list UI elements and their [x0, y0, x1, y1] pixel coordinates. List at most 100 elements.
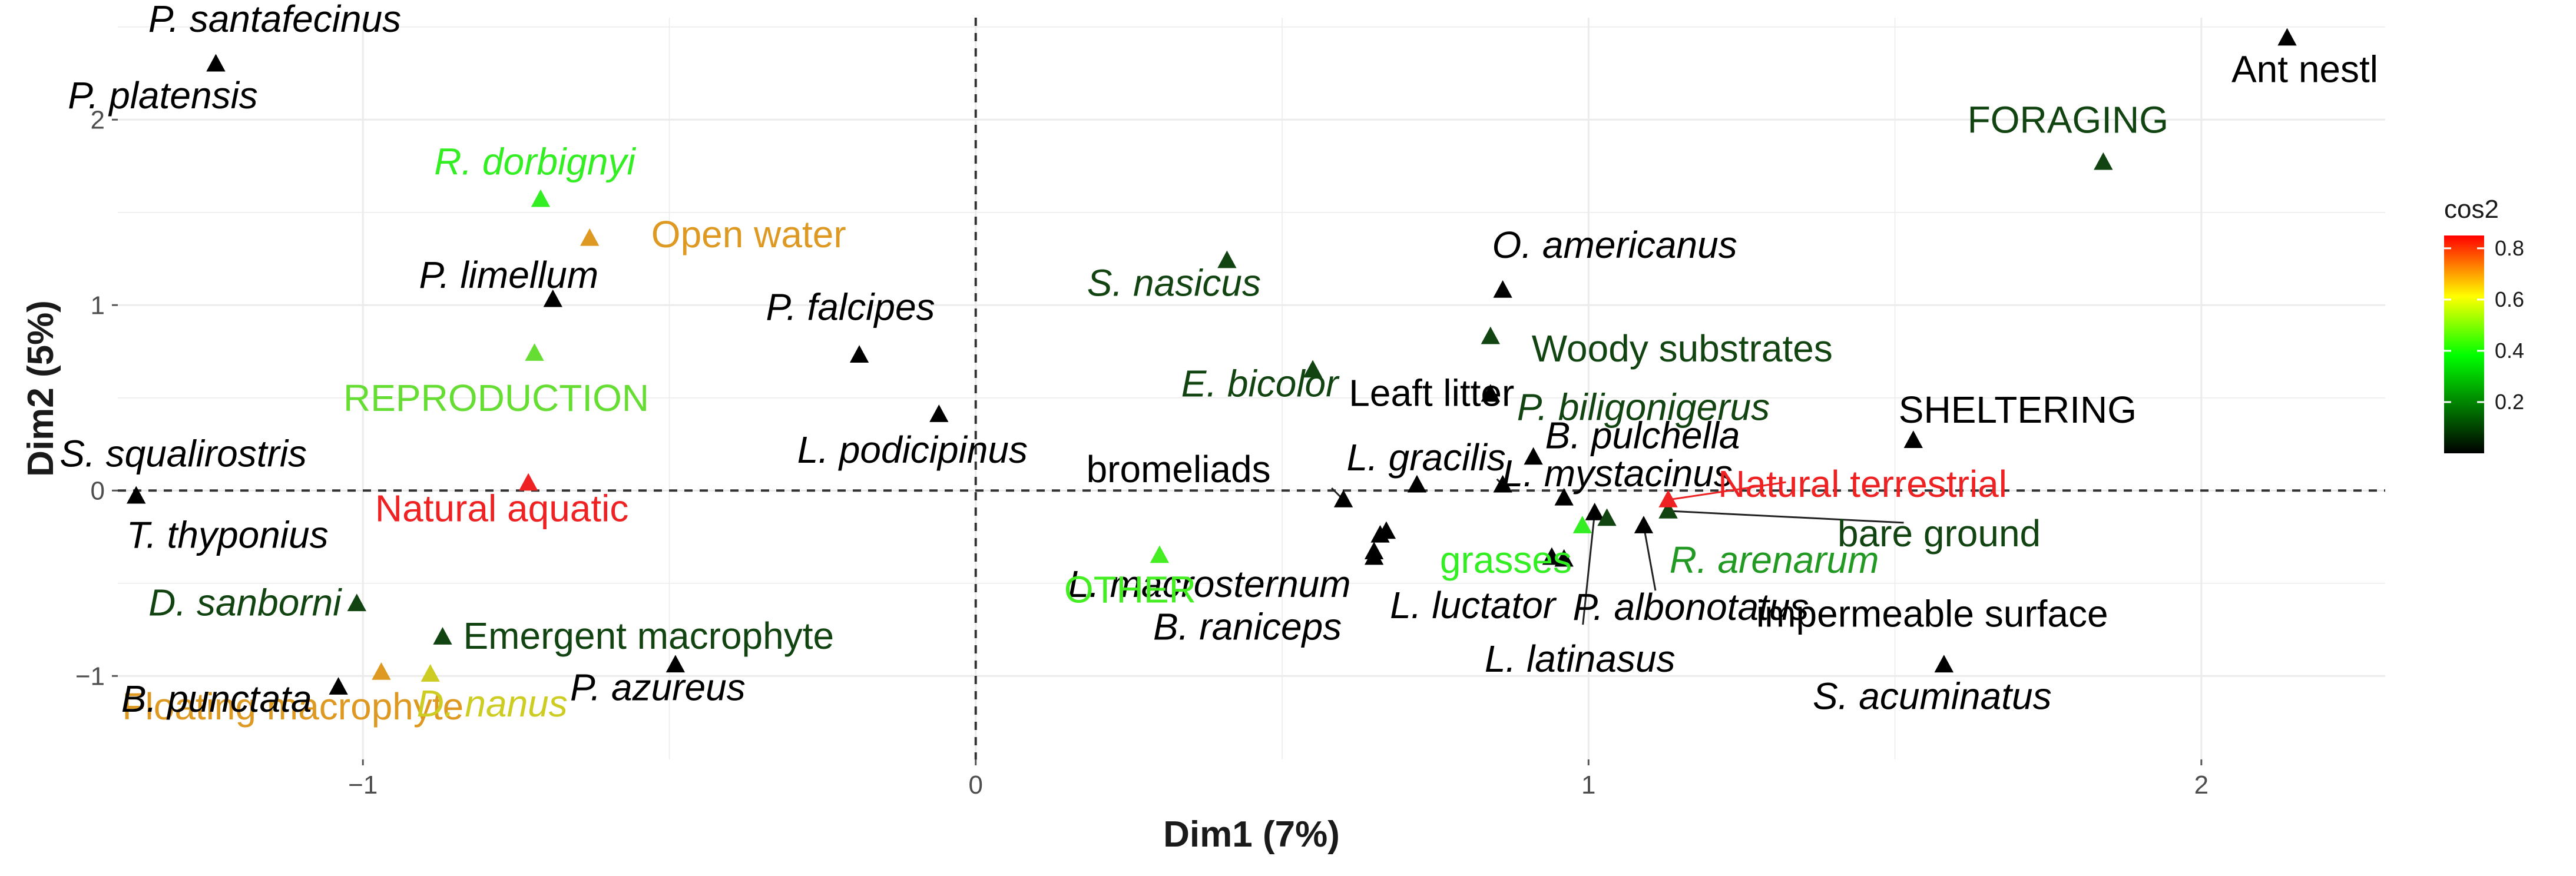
point-label: FORAGING: [1968, 99, 2168, 141]
legend-tick-label: 0.4: [2495, 339, 2524, 363]
point-label: Ant nestl: [2231, 48, 2378, 91]
x-tick-label: 1: [1581, 771, 1595, 799]
points: [127, 28, 2297, 695]
point-label: bare ground: [1837, 512, 2041, 555]
point-label: R. arenarum: [1670, 539, 1879, 581]
point-label: B. raniceps: [1153, 606, 1342, 648]
tick-labels: −1 0 1 2 −1 0 1 2: [75, 105, 2209, 799]
point-label: L. podicipinus: [797, 429, 1028, 471]
x-tick-label: 0: [969, 771, 983, 799]
data-point: [1658, 490, 1678, 507]
point-label: impermeable surface: [1756, 592, 2108, 635]
point-label: L. macrosternum: [1068, 563, 1350, 605]
point-label: D. sanborni: [148, 581, 342, 623]
point-labels: P. santafecinus P. platensis R. dorbignyi O…: [59, 0, 2378, 728]
label-connector: [1668, 481, 1786, 501]
data-point: [347, 593, 366, 612]
data-point: [929, 404, 949, 422]
data-point: [1217, 250, 1237, 268]
legend-tick-label: 0.6: [2495, 287, 2524, 311]
point-label: bromeliads: [1087, 448, 1271, 490]
data-point: [665, 655, 686, 673]
point-label: P. biligonigerus: [1517, 386, 1770, 428]
point-label: Emergent macrophyte: [463, 615, 834, 657]
point-label: O. americanus: [1492, 224, 1737, 266]
data-point: [1493, 280, 1512, 298]
data-point: [1597, 508, 1617, 526]
label-connector: [1582, 512, 1596, 625]
point-label: B. punctata: [121, 678, 312, 720]
data-point: [531, 189, 551, 207]
legend-ticks: 0.2 0.4 0.6 0.8: [2444, 236, 2524, 414]
data-point: [1634, 516, 1654, 533]
point-label: B. pulchella: [1545, 414, 1740, 457]
x-tick-label: −1: [348, 771, 378, 799]
point-label: L. latinasus: [1485, 638, 1676, 680]
data-point: [206, 54, 226, 72]
point-label: T. thyponius: [127, 514, 329, 556]
point-label: Natural terrestrial: [1718, 463, 2007, 505]
y-tick-label: −1: [75, 662, 105, 691]
point-label: grasses: [1440, 539, 1572, 581]
point-label: R. dorbignyi: [434, 141, 636, 183]
legend-title: cos2: [2444, 195, 2499, 224]
point-label: S. squalirostris: [59, 433, 307, 475]
data-point: [2277, 28, 2297, 46]
point-label: SHELTERING: [1899, 389, 2137, 431]
data-point: [1481, 384, 1500, 402]
x-axis-title: Dim1 (7%): [1163, 814, 1340, 855]
data-point: [1407, 474, 1427, 493]
data-point: [420, 664, 440, 682]
point-label: L. luctator: [1390, 584, 1557, 626]
data-point: [580, 228, 600, 246]
data-point: [1524, 447, 1543, 465]
point-label: S. nasicus: [1087, 262, 1261, 304]
point-label: REPRODUCTION: [343, 377, 649, 419]
point-label: Woody substrates: [1532, 327, 1833, 370]
label-connector: [1668, 510, 1904, 524]
point-label: P. santafecinus: [148, 0, 401, 40]
data-point: [1554, 487, 1574, 506]
y-axis-title: Dim2 (5%): [21, 300, 61, 477]
data-point: [543, 289, 562, 307]
data-point: [525, 343, 544, 361]
legend-colorbar: [2444, 235, 2484, 453]
point-label: Open water: [651, 213, 846, 256]
y-tick-label: 2: [91, 105, 105, 134]
x-tick-label: 2: [2194, 771, 2209, 799]
point-label: P. limellum: [419, 254, 598, 296]
label-connector: [1643, 525, 1657, 591]
data-point: [1585, 503, 1604, 520]
data-point: [1658, 500, 1678, 519]
data-point: [1542, 547, 1562, 565]
data-point: [1493, 474, 1512, 493]
reference-lines: [118, 18, 2385, 759]
y-tick-label: 0: [91, 476, 105, 505]
point-label: D. nanus: [417, 682, 568, 725]
point-label: S. acuminatus: [1813, 675, 2052, 717]
legend-tick-label: 0.8: [2495, 236, 2524, 260]
legend: cos2 0.2 0.4 0.6 0.8: [2444, 195, 2524, 453]
data-point: [1376, 521, 1396, 539]
point-label: L. mystacinus: [1502, 452, 1733, 495]
data-point: [1150, 545, 1170, 563]
point-label: E. bicolor: [1181, 363, 1340, 405]
point-label: P. albonotatus: [1572, 586, 1809, 628]
data-point: [127, 486, 146, 504]
data-point: [1364, 542, 1384, 559]
point-label: P. azureus: [570, 666, 746, 708]
data-point: [329, 677, 348, 695]
data-point: [1333, 490, 1353, 507]
data-point: [1303, 360, 1323, 378]
data-point: [1572, 516, 1592, 533]
data-point: [519, 473, 538, 491]
data-point: [433, 627, 452, 645]
data-point: [372, 662, 391, 680]
point-label: P. platensis: [68, 74, 258, 117]
data-point: [2094, 152, 2113, 170]
data-point: [1934, 655, 1953, 673]
point-label: Natural aquatic: [375, 487, 628, 530]
point-label: P. falcipes: [766, 286, 935, 328]
data-point: [1481, 326, 1500, 344]
